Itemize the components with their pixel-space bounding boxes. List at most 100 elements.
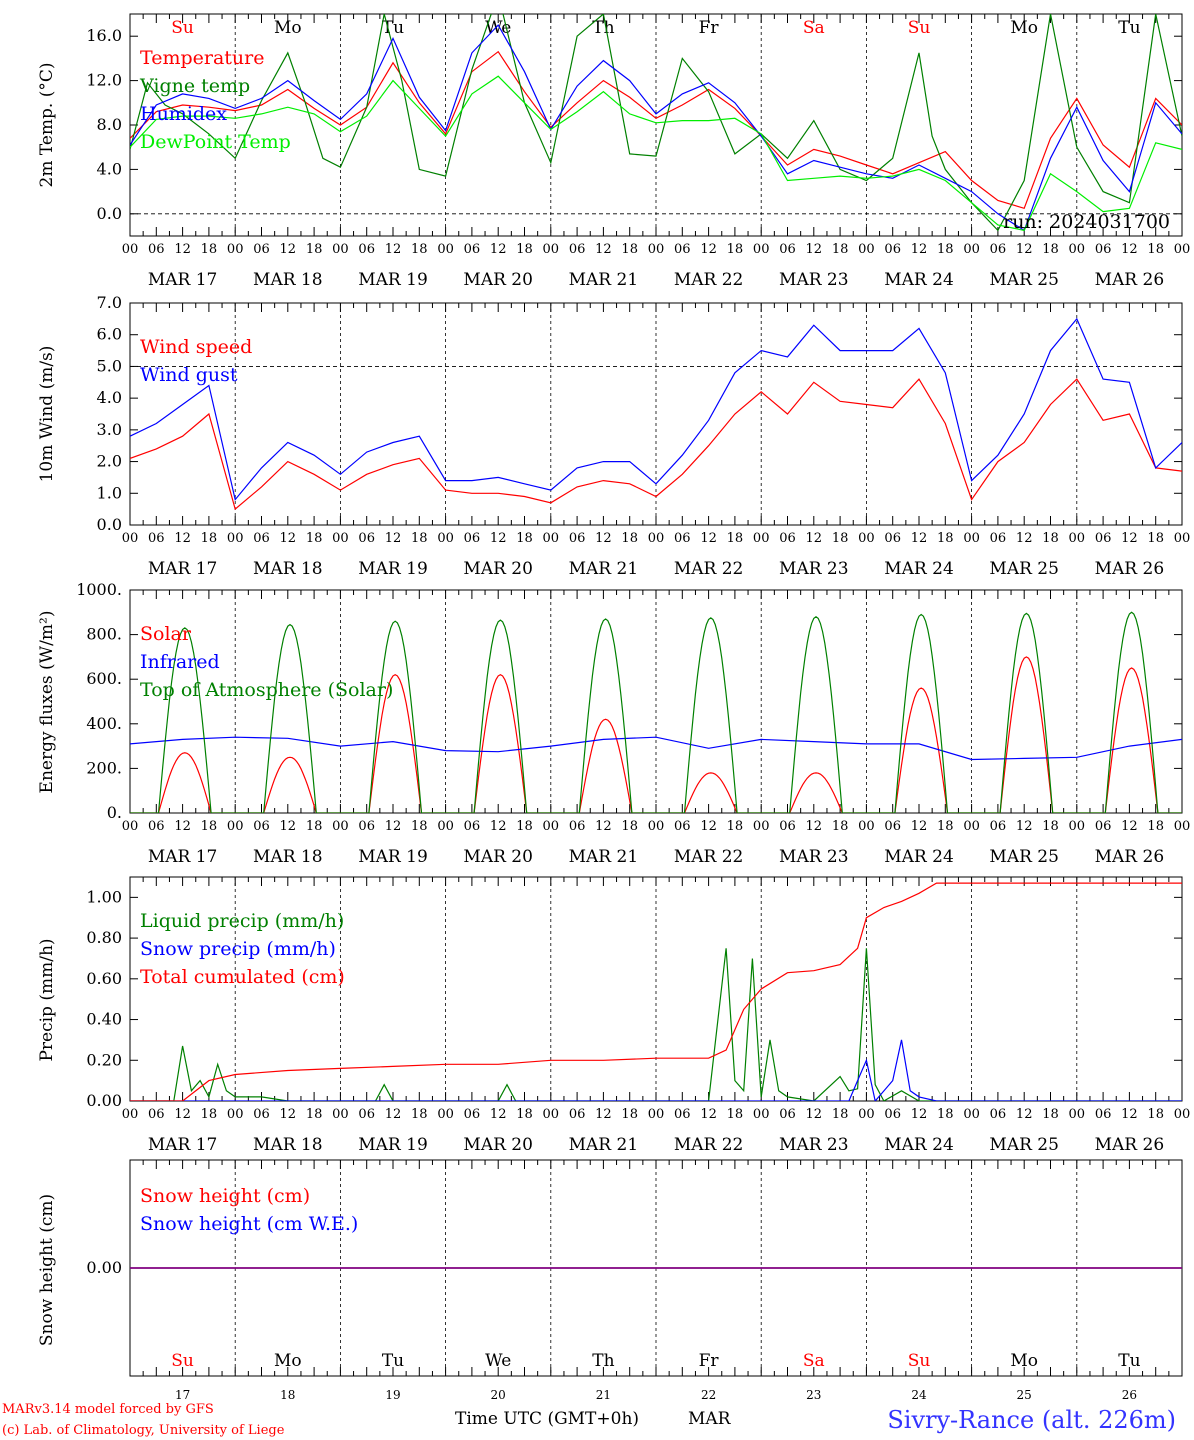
date-label: MAR 25 <box>989 847 1059 867</box>
credit-line-1: MARv3.14 model forced by GFS <box>2 1402 214 1417</box>
hour-label: 18 <box>621 1107 638 1122</box>
date-label: MAR 19 <box>358 559 428 579</box>
date-label: MAR 23 <box>779 270 849 290</box>
hour-label: 18 <box>306 242 323 257</box>
weekday-label: Sa <box>803 1351 825 1371</box>
hour-label: 18 <box>1042 531 1059 546</box>
y-tick-label: 4.0 <box>97 159 122 178</box>
day-number: 19 <box>385 1388 400 1402</box>
hour-label: 06 <box>990 1107 1007 1122</box>
date-label: MAR 19 <box>358 847 428 867</box>
y-tick-label: 0.00 <box>86 1091 122 1110</box>
date-label: MAR 17 <box>148 559 218 579</box>
hour-label: 12 <box>806 242 823 257</box>
hour-label: 00 <box>963 531 980 546</box>
hour-label: 18 <box>1147 242 1164 257</box>
hour-label: 06 <box>358 531 375 546</box>
weekday-label: Mo <box>1010 18 1038 38</box>
y-tick-label: 1000. <box>76 580 122 599</box>
hour-label: 00 <box>227 531 244 546</box>
weekday-label: Su <box>171 18 194 38</box>
hour-label: 00 <box>963 242 980 257</box>
hour-label: 18 <box>727 242 744 257</box>
hour-label: 06 <box>569 819 586 834</box>
date-label: MAR 18 <box>253 847 323 867</box>
date-label: MAR 23 <box>779 559 849 579</box>
hour-label: 06 <box>358 1107 375 1122</box>
hour-label: 00 <box>437 819 454 834</box>
y-tick-label: 7.0 <box>97 293 122 312</box>
series-line-blue <box>130 736 1182 761</box>
hour-label: 00 <box>437 242 454 257</box>
date-label: MAR 20 <box>463 270 533 290</box>
weekday-label: Su <box>908 1351 931 1371</box>
hour-label: 00 <box>858 1107 875 1122</box>
hour-label: 18 <box>1147 1107 1164 1122</box>
y-tick-label: 0.20 <box>86 1050 122 1069</box>
date-label: MAR 25 <box>989 559 1059 579</box>
y-tick-label: 5.0 <box>97 356 122 375</box>
hour-label: 00 <box>122 1107 139 1122</box>
hour-label: 00 <box>1174 242 1191 257</box>
hour-label: 06 <box>569 242 586 257</box>
hour-label: 12 <box>806 1107 823 1122</box>
y-axis-label: 2m Temp. (°C) <box>37 62 57 187</box>
hour-label: 06 <box>884 242 901 257</box>
hour-label: 12 <box>1016 819 1033 834</box>
hour-label: 18 <box>516 242 533 257</box>
hour-label: 18 <box>621 242 638 257</box>
series-line-red <box>130 656 1182 813</box>
hour-label: 00 <box>648 531 665 546</box>
hour-label: 00 <box>858 531 875 546</box>
hour-label: 00 <box>227 242 244 257</box>
date-label: MAR 21 <box>569 1135 639 1155</box>
legend-entry: Total cumulated (cm) <box>140 966 345 988</box>
credit-line-2: (c) Lab. of Climatology, University of L… <box>2 1423 285 1438</box>
y-axis-label: Precip (mm/h) <box>37 938 57 1061</box>
hour-label: 18 <box>937 242 954 257</box>
hour-label: 18 <box>727 1107 744 1122</box>
hour-label: 18 <box>1042 242 1059 257</box>
hour-label: 12 <box>280 1107 297 1122</box>
day-number: 17 <box>175 1388 190 1402</box>
hour-label: 18 <box>937 531 954 546</box>
hour-label: 12 <box>1016 531 1033 546</box>
legend-entry: Humidex <box>140 103 227 125</box>
weekday-label: Th <box>592 18 614 38</box>
hour-label: 00 <box>1069 531 1086 546</box>
hour-label: 00 <box>1174 1107 1191 1122</box>
hour-label: 12 <box>174 1107 191 1122</box>
hour-label: 06 <box>148 1107 165 1122</box>
hour-label: 00 <box>858 819 875 834</box>
hour-label: 12 <box>700 531 717 546</box>
hour-label: 12 <box>595 1107 612 1122</box>
day-number: 26 <box>1122 1388 1137 1402</box>
hour-label: 00 <box>1174 531 1191 546</box>
y-axis-label: 10m Wind (m/s) <box>37 346 57 483</box>
x-axis-month: MAR <box>688 1409 732 1429</box>
date-label: MAR 19 <box>358 1135 428 1155</box>
hour-label: 06 <box>674 819 691 834</box>
hour-label: 06 <box>253 242 270 257</box>
plot-area <box>130 317 1182 511</box>
hour-label: 00 <box>437 531 454 546</box>
hour-label: 06 <box>464 242 481 257</box>
hour-label: 00 <box>858 242 875 257</box>
hour-label: 12 <box>700 242 717 257</box>
hour-label: 06 <box>884 1107 901 1122</box>
legend-entry: Top of Atmosphere (Solar) <box>140 679 393 701</box>
hour-label: 06 <box>884 531 901 546</box>
hour-label: 18 <box>937 1107 954 1122</box>
plot-area <box>130 611 1182 813</box>
hour-label: 06 <box>358 819 375 834</box>
run-label: run: 2024031700 <box>1003 211 1170 233</box>
date-label: MAR 23 <box>779 1135 849 1155</box>
date-label: MAR 21 <box>569 847 639 867</box>
hour-label: 06 <box>148 242 165 257</box>
hour-label: 12 <box>490 1107 507 1122</box>
hour-label: 18 <box>621 531 638 546</box>
hour-label: 00 <box>543 531 560 546</box>
y-axis-label: Energy fluxes (W/m²) <box>37 611 57 794</box>
legend-entry: Liquid precip (mm/h) <box>140 910 344 932</box>
hour-label: 12 <box>1121 242 1138 257</box>
